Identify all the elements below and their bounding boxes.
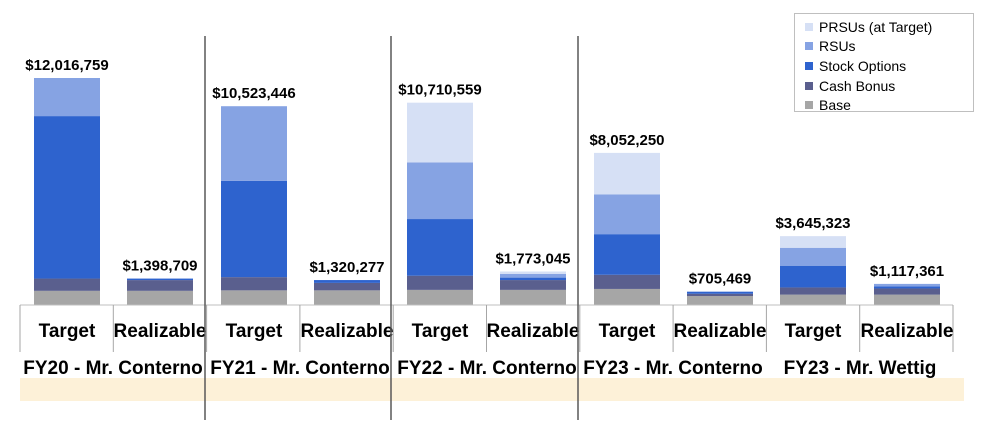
bar-segment-cash-bonus-1 [34,278,100,291]
bar-segment-stock-options-3 [221,180,287,278]
bar-segment-stock-options-8 [687,291,753,294]
bar-segment-cash-bonus-5 [407,275,473,290]
category-label-1: Target [39,321,96,342]
bar-segment-stock-options-2 [127,278,193,281]
data-label-total-6: $1,773,045 [495,251,570,268]
legend-label: RSUs [819,38,856,55]
bar-segment-rsus-6 [500,273,566,278]
bar-segment-cash-bonus-10 [874,288,940,295]
bar-segment-rsus-7 [594,194,660,235]
bar-segment-cash-bonus-2 [127,280,193,291]
legend-swatch [805,42,813,51]
legend-swatch [805,101,813,110]
bar-segment-rsus-9 [780,247,846,266]
legend-item-prsus-at-target: PRSUs (at Target) [805,17,973,37]
data-label-total-2: $1,398,709 [122,258,197,275]
legend-label: Stock Options [819,57,907,74]
bar-segment-cash-bonus-3 [221,277,287,291]
legend-swatch [805,22,813,31]
bar-segment-rsus-10 [874,283,940,287]
category-label-4: Realizable [301,321,394,342]
bar-segment-base-3 [221,290,287,305]
legend-swatch [805,61,813,70]
group-label-4: FY23 - Mr. Conterno [583,358,762,379]
legend-item-stock-options: Stock Options [805,56,973,76]
bar-segment-prsus-at-target-7 [594,152,660,195]
category-label-8: Realizable [674,321,767,342]
legend-item-rsus: RSUs [805,37,973,57]
bar-segment-base-4 [314,290,380,305]
category-label-9: Target [785,321,842,342]
bar-segment-stock-options-7 [594,234,660,275]
data-label-total-8: $705,469 [689,271,752,288]
bar-segment-rsus-1 [34,78,100,117]
legend-label: PRSUs (at Target) [819,18,933,35]
bar-segment-base-5 [407,289,473,305]
bar-segment-base-8 [687,296,753,305]
bar-segment-prsus-at-target-9 [780,236,846,248]
bar-segment-base-10 [874,294,940,305]
data-label-total-3: $10,523,446 [212,85,295,102]
group-band [20,378,964,401]
bar-segment-stock-options-1 [34,116,100,279]
group-label-1: FY20 - Mr. Conterno [23,358,202,379]
bar-segment-rsus-3 [221,106,287,181]
bar-segment-base-7 [594,288,660,305]
legend-item-base: Base [805,95,973,115]
category-label-5: Target [412,321,469,342]
bar-segment-cash-bonus-6 [500,280,566,290]
bar-segment-prsus-at-target-5 [407,102,473,163]
legend-label: Cash Bonus [819,77,896,94]
bar-segment-rsus-5 [407,162,473,220]
legend-item-cash-bonus: Cash Bonus [805,76,973,96]
legend-swatch [805,81,813,90]
data-label-total-1: $12,016,759 [25,57,108,74]
category-label-6: Realizable [487,321,580,342]
data-label-total-10: $1,117,361 [870,263,944,280]
bar-segment-cash-bonus-7 [594,274,660,289]
bar-segment-base-6 [500,289,566,305]
bar-segment-base-9 [780,294,846,305]
bar-segment-cash-bonus-9 [780,287,846,295]
bar-segment-base-2 [127,290,193,305]
group-label-3: FY22 - Mr. Conterno [397,358,576,379]
category-label-2: Realizable [114,321,207,342]
data-label-total-9: $3,645,323 [775,215,850,232]
data-label-total-4: $1,320,277 [309,259,384,276]
category-label-3: Target [226,321,283,342]
group-label-2: FY21 - Mr. Conterno [210,358,389,379]
chart-legend: PRSUs (at Target) RSUs Stock Options Cash B… [794,13,974,115]
bar-segment-stock-options-9 [780,265,846,288]
group-label-5: FY23 - Mr. Wettig [784,358,937,379]
bar-segment-cash-bonus-8 [687,293,753,297]
bar-segment-base-1 [34,290,100,305]
data-label-total-7: $8,052,250 [589,132,664,149]
bar-segment-stock-options-10 [874,286,940,289]
legend-label: Base [819,97,851,114]
category-label-7: Target [599,321,656,342]
bar-segment-stock-options-4 [314,280,380,283]
bar-segment-stock-options-5 [407,219,473,276]
bar-segment-stock-options-6 [500,277,566,281]
category-label-10: Realizable [861,321,954,342]
bar-segment-prsus-at-target-6 [500,271,566,274]
bar-segment-cash-bonus-4 [314,282,380,291]
data-label-total-5: $10,710,559 [398,82,481,99]
